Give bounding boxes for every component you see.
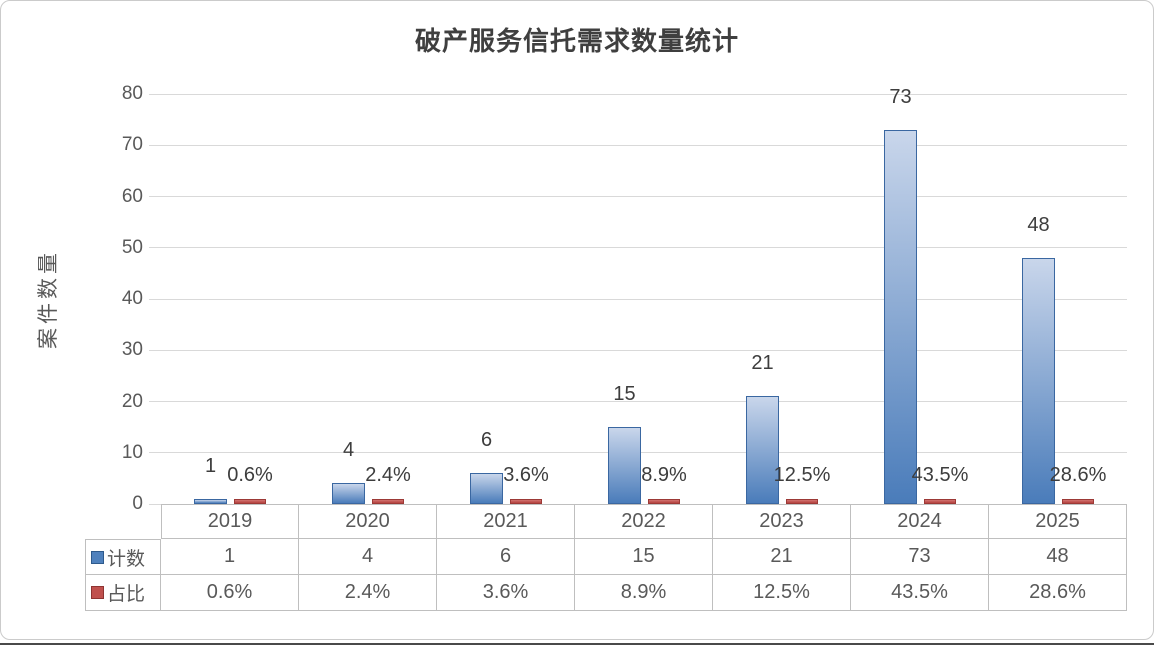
table-year-cell: 2025 [989, 504, 1127, 539]
table-percent-cell: 8.9% [575, 575, 713, 611]
series-count-name: 计数 [107, 548, 146, 570]
gridline [149, 401, 1127, 402]
series-count-label-cell: 计数 [85, 539, 161, 575]
count-data-label: 48 [1027, 214, 1050, 236]
table-count-cell: 48 [989, 539, 1127, 575]
y-tick-label: 40 [121, 288, 143, 309]
table-percent-cell: 3.6% [437, 575, 575, 611]
count-data-label: 6 [480, 429, 493, 451]
axis-tick-mark [149, 503, 161, 505]
percent-bar[interactable] [924, 498, 956, 504]
percent-data-label: 28.6% [1049, 464, 1107, 486]
percent-bar[interactable] [372, 499, 404, 504]
gridline [149, 298, 1127, 300]
percent-data-label: 2.4% [365, 464, 411, 486]
count-data-label: 15 [613, 383, 636, 405]
count-bar[interactable] [470, 473, 503, 504]
table-count-cell: 1 [161, 539, 299, 575]
table-count-cell: 21 [713, 539, 851, 575]
count-data-label: 73 [889, 86, 912, 108]
series-percent-name: 占比 [107, 584, 146, 605]
percent-data-label: 3.6% [503, 464, 549, 486]
y-tick-label: 0 [132, 493, 143, 514]
legend-percent-icon [91, 586, 104, 599]
count-bar[interactable] [884, 130, 917, 504]
table-count-cell: 73 [851, 539, 989, 575]
count-data-label: 4 [342, 439, 355, 461]
legend-count-icon [91, 550, 104, 564]
percent-data-label: 12.5% [773, 464, 831, 486]
gridline [149, 93, 1127, 95]
y-tick-label: 80 [121, 83, 143, 104]
table-percent-cell: 2.4% [299, 575, 437, 611]
y-tick-label: 70 [121, 134, 143, 156]
table-count-cell: 15 [575, 539, 713, 575]
y-tick-label: 30 [121, 339, 143, 361]
count-bar[interactable] [746, 396, 779, 504]
table-percent-cell: 28.6% [989, 575, 1127, 611]
count-bar[interactable] [332, 483, 365, 504]
percent-bar[interactable] [234, 499, 266, 504]
table-count-cell: 4 [299, 539, 437, 575]
count-data-label: 1 [204, 455, 217, 477]
table-year-cell: 2019 [161, 504, 299, 539]
percent-data-label: 0.6% [227, 464, 273, 486]
percent-bar[interactable] [1062, 499, 1094, 504]
table-count-cell: 6 [437, 539, 575, 575]
percent-data-label: 8.9% [641, 464, 687, 486]
window-bottom-edge [0, 643, 1154, 645]
y-tick-label: 60 [121, 185, 143, 207]
table-percent-cell: 43.5% [851, 575, 989, 611]
data-table: 2019 2020 2021 2022 2023 2024 2025 计数 1 4 6 15 21 73 4… [85, 504, 1127, 611]
percent-bar[interactable] [648, 499, 680, 504]
y-tick-label: 50 [121, 236, 143, 258]
chart-title: 破产服务信托需求数量统计 [414, 27, 739, 56]
y-tick-label: 10 [121, 441, 143, 463]
count-bar[interactable] [608, 427, 641, 504]
gridline [149, 144, 1127, 146]
count-data-label: 21 [751, 352, 774, 374]
table-percent-cell: 12.5% [713, 575, 851, 611]
table-year-cell: 2020 [299, 504, 437, 539]
percent-bar[interactable] [510, 499, 542, 504]
y-tick-label: 20 [121, 390, 143, 412]
gridline [149, 247, 1127, 249]
table-year-cell: 2023 [713, 504, 851, 539]
y-axis-title: 案件数量 [36, 249, 60, 349]
series-percent-label-cell: 占比 [85, 575, 161, 611]
percent-bar[interactable] [786, 499, 818, 504]
table-year-cell: 2024 [851, 504, 989, 539]
table-year-cell: 2021 [437, 504, 575, 539]
count-bar[interactable] [1022, 258, 1055, 504]
table-percent-cell: 0.6% [161, 575, 299, 611]
table-year-cell: 2022 [575, 504, 713, 539]
percent-data-label: 43.5% [911, 464, 969, 486]
gridline [149, 349, 1127, 351]
gridline [149, 196, 1127, 197]
count-bar[interactable] [194, 499, 227, 504]
